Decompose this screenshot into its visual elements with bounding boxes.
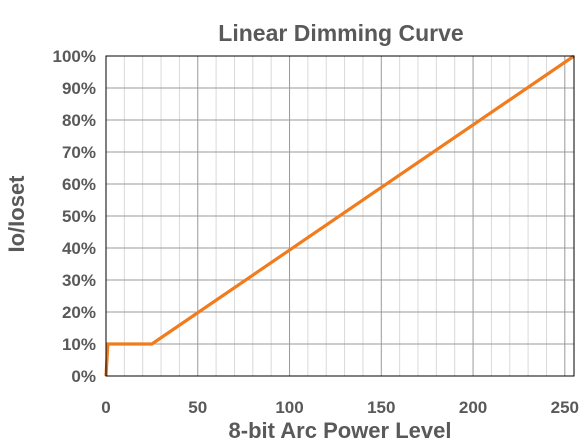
x-tick-label: 50 xyxy=(188,398,207,417)
y-tick-label: 90% xyxy=(62,79,96,98)
y-tick-label: 20% xyxy=(62,303,96,322)
y-axis-label: Io/Ioset xyxy=(4,175,29,253)
y-tick-label: 70% xyxy=(62,143,96,162)
x-axis-label: 8-bit Arc Power Level xyxy=(229,418,452,443)
y-tick-label: 60% xyxy=(62,175,96,194)
y-tick-label: 50% xyxy=(62,207,96,226)
x-tick-label: 150 xyxy=(367,398,395,417)
y-tick-label: 80% xyxy=(62,111,96,130)
x-tick-label: 250 xyxy=(551,398,579,417)
y-tick-label: 100% xyxy=(53,47,96,66)
series-layer xyxy=(104,54,575,377)
y-tick-label: 0% xyxy=(71,367,96,386)
x-tick-label: 100 xyxy=(275,398,303,417)
y-tick-label: 30% xyxy=(62,271,96,290)
y-tick-label: 10% xyxy=(62,335,96,354)
x-tick-label: 200 xyxy=(459,398,487,417)
plot-frame xyxy=(105,55,575,377)
series-line-0 xyxy=(104,54,575,377)
x-tick-label: 0 xyxy=(101,398,110,417)
chart-title: Linear Dimming Curve xyxy=(218,20,463,46)
grid xyxy=(106,56,574,376)
y-tick-label: 40% xyxy=(62,239,96,258)
tick-labels: 0 50 100 150 200 250 0% 10% 20% 30% 40% 50% 60% 70% 80… xyxy=(53,47,579,417)
